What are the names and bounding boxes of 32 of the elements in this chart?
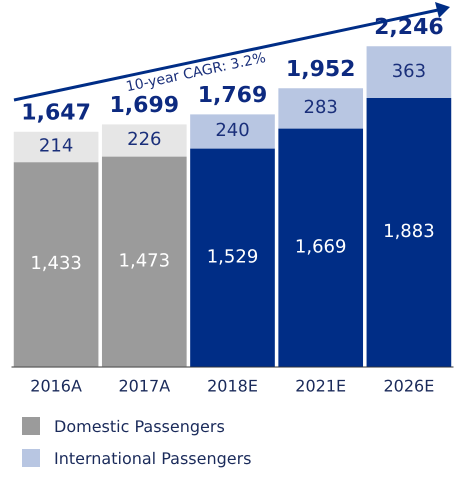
bar	[366, 98, 452, 367]
data-label: 214	[38, 136, 74, 157]
bar	[278, 128, 364, 367]
data-label: 283	[304, 97, 338, 118]
bar	[102, 156, 187, 367]
legend-label: International Passengers	[54, 448, 252, 468]
total-label: 1,952	[286, 56, 356, 82]
data-label: 1,883	[383, 221, 435, 242]
data-label: 226	[127, 129, 162, 150]
bar	[14, 162, 98, 367]
x-tick-label: 2018E	[207, 376, 258, 396]
data-label: 240	[215, 120, 250, 142]
data-label: 1,433	[30, 253, 82, 274]
total-label: 1,647	[21, 100, 91, 126]
total-label: 1,699	[110, 93, 180, 118]
total-label: 1,769	[198, 83, 268, 108]
x-tick-label: 2021E	[295, 376, 346, 396]
legend-label: Domestic Passengers	[54, 416, 225, 436]
bar	[366, 46, 452, 98]
x-tick-label: 2026E	[383, 376, 434, 396]
bar	[190, 114, 275, 149]
bar	[102, 124, 187, 157]
total-label: 2,246	[374, 14, 444, 40]
data-label: 1,529	[206, 246, 258, 268]
data-label: 1,669	[294, 236, 346, 258]
bar	[14, 132, 98, 162]
x-tick-label: 2017A	[118, 376, 170, 396]
bar	[190, 148, 275, 367]
data-label: 363	[392, 60, 426, 82]
bar	[278, 88, 364, 129]
data-label: 1,473	[118, 250, 170, 272]
x-tick-label: 2016A	[30, 376, 82, 396]
